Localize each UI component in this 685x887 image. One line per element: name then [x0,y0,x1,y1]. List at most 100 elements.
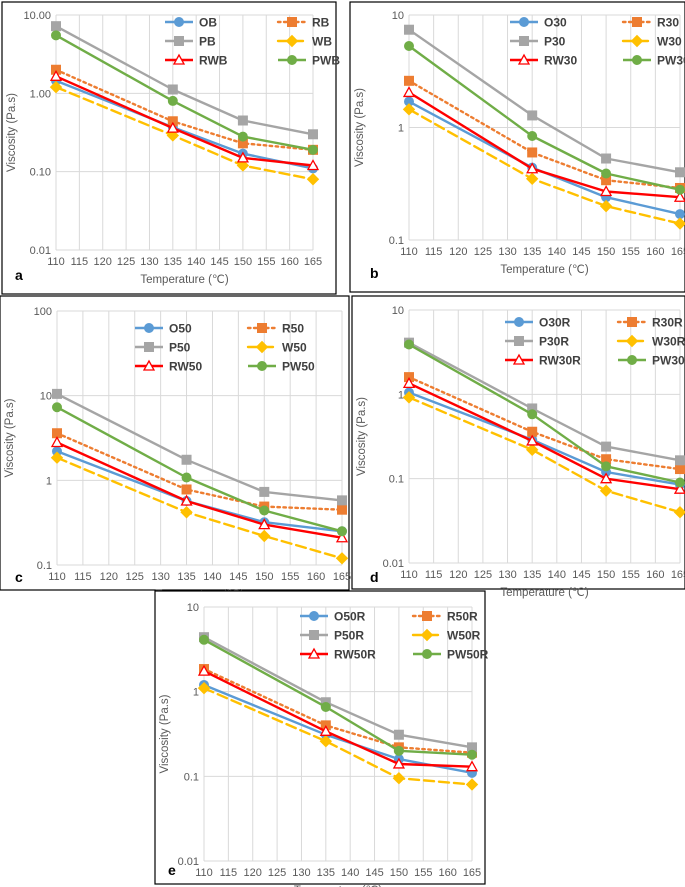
x-tick-label: 160 [307,571,325,583]
x-tick-label: 115 [71,256,89,268]
data-point [237,115,248,126]
data-point [526,162,539,174]
series-PW30 [404,41,685,195]
series-PW30R [404,339,685,488]
x-tick-label: 140 [341,867,359,879]
data-point [402,86,416,98]
data-point [527,147,538,158]
x-tick-label: 110 [47,256,65,268]
x-tick-label: 155 [622,246,640,258]
legend-marker [519,36,529,46]
legend: O50 R50 P50 W50 RW50 PW50 [135,322,315,374]
data-point [404,24,414,35]
x-tick-label: 150 [255,571,273,583]
data-point [465,778,479,791]
data-point [335,531,349,543]
series-line [407,79,682,190]
data-point [181,472,192,483]
data-point [392,772,406,785]
series-line [203,636,473,749]
series-line [408,45,681,191]
y-tick-label: 0.1 [184,771,199,783]
legend-marker [519,17,529,27]
series-RW30R [402,377,685,494]
series-line [408,100,681,216]
series-PW50R [199,634,477,760]
series-line [55,456,344,560]
y-tick-label: 1 [398,389,404,401]
legend-label: RW50 [169,360,202,374]
data-point [237,131,248,142]
y-tick-label: 0.01 [383,558,404,570]
data-point [335,552,349,565]
data-point [527,409,538,420]
series-line [55,34,314,151]
x-tick-label: 110 [400,569,418,581]
x-tick-label: 150 [390,867,408,879]
x-tick-label: 115 [220,867,238,879]
x-tick-label: 145 [365,867,383,879]
panel-frame [1,1,337,295]
y-axis-label: Viscosity (Pa.s) [6,93,18,172]
x-axis-label: Temperature (℃) [140,274,228,286]
legend-label: O50R [334,610,366,624]
legend-marker [307,647,321,659]
series-PW50 [52,402,347,537]
data-point [181,484,192,495]
legend-label: P30 [544,35,566,49]
series-P50 [52,388,347,506]
y-tick-label: 0.1 [37,560,52,572]
y-axis-label: Viscosity (Pa.s) [354,88,366,167]
data-point [306,173,320,186]
y-axis-label: Viscosity (Pa.s) [356,397,368,476]
legend-label: PB [199,35,216,49]
legend-label: RW30R [539,354,581,368]
y-tick-label: 1.00 [30,88,51,100]
x-tick-label: 125 [117,256,135,268]
legend-label: RW50R [334,648,376,662]
legend-marker [514,336,524,346]
series-WB [49,80,320,186]
legend: O30R R30R P30R W30R RW30R PW30R [505,316,685,368]
legend-label: RW30 [544,54,577,68]
x-tick-label: 120 [244,867,262,879]
data-point [337,504,347,515]
legend-label: O50 [169,322,192,336]
data-point [675,167,685,178]
x-tick-label: 135 [164,256,182,268]
x-tick-label: 165 [463,867,481,879]
series-line [408,91,681,199]
x-tick-label: 110 [48,571,66,583]
series-RW30 [402,86,685,202]
legend-marker [257,361,267,371]
data-point [393,745,404,756]
data-point [601,168,612,179]
data-point [167,95,178,106]
x-tick-label: 140 [548,246,566,258]
legend-label: W50R [447,629,481,643]
y-tick-label: 0.10 [30,167,51,179]
x-tick-label: 145 [572,569,590,581]
data-point [465,760,479,772]
x-axis-label: Temperature (℃) [500,264,588,276]
x-tick-label: 160 [280,256,298,268]
legend-marker [142,359,156,371]
series-P30 [404,24,685,178]
data-point [675,477,685,488]
data-point [601,461,612,472]
data-point [319,724,332,736]
x-tick-label: 130 [498,569,516,581]
series-line [55,432,344,511]
data-point [199,634,209,645]
data-point [180,494,193,506]
x-tick-label: 145 [229,571,247,583]
data-point [258,529,271,543]
data-point [50,451,64,464]
legend-label: W50 [282,341,307,355]
x-tick-label: 135 [317,867,335,879]
series-line [56,392,343,502]
legend-marker [632,17,642,27]
legend-marker [625,334,639,348]
